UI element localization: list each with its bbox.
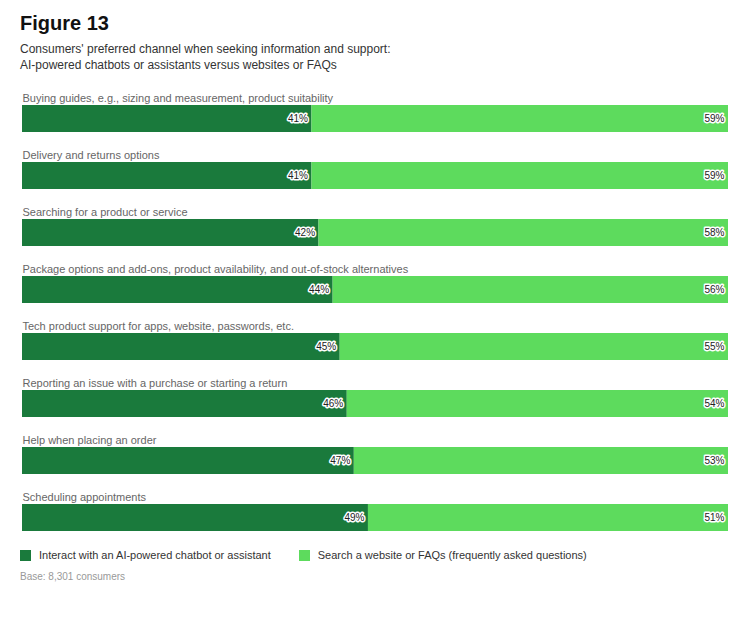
svg-text:Delivery and returns options: Delivery and returns options bbox=[23, 149, 160, 161]
svg-text:47%: 47% bbox=[330, 456, 350, 467]
svg-text:55%: 55% bbox=[704, 342, 724, 353]
html-text:Base: 8,301 consumers: Base: 8,301 consumers bbox=[20, 571, 126, 583]
svg-text:53%: 53% bbox=[704, 456, 724, 467]
svg-text:49%: 49% bbox=[344, 513, 364, 524]
svg-text:Scheduling appointments: Scheduling appointments bbox=[23, 491, 147, 503]
svg-text:42%: 42% bbox=[295, 228, 315, 239]
html-text:AI-powered chatbots or assista: AI-powered chatbots or assistants versus… bbox=[20, 58, 337, 73]
html-text:Consumers' preferred channel w: Consumers' preferred channel when seekin… bbox=[20, 42, 391, 56]
html-text:Interact with an AI-powered ch: Interact with an AI-powered chatbot or a… bbox=[39, 549, 271, 562]
svg-text:Searching for a product or ser: Searching for a product or service bbox=[23, 206, 188, 218]
svg-text:Buying guides, e.g., sizing an: Buying guides, e.g., sizing and measurem… bbox=[23, 92, 334, 104]
svg-text:56%: 56% bbox=[704, 285, 724, 296]
svg-text:46%: 46% bbox=[323, 399, 343, 410]
html-text:Figure 13: Figure 13 bbox=[20, 12, 109, 34]
svg-text:Reporting an issue with a purc: Reporting an issue with a purchase or st… bbox=[23, 377, 288, 389]
svg-text:Package options and add-ons, p: Package options and add-ons, product ava… bbox=[23, 263, 409, 275]
svg-text:Help when placing an order: Help when placing an order bbox=[23, 434, 157, 446]
svg-text:59%: 59% bbox=[704, 114, 724, 125]
svg-text:51%: 51% bbox=[704, 513, 724, 524]
html-text:Search a website or FAQs (freq: Search a website or FAQs (frequently ask… bbox=[317, 549, 587, 562]
svg-text:Tech product support for apps,: Tech product support for apps, website, … bbox=[23, 320, 294, 332]
svg-text:41%: 41% bbox=[288, 114, 308, 125]
svg-text:41%: 41% bbox=[288, 171, 308, 182]
svg-text:59%: 59% bbox=[704, 171, 724, 182]
svg-text:45%: 45% bbox=[316, 342, 336, 353]
svg-text:58%: 58% bbox=[704, 228, 724, 239]
svg-text:44%: 44% bbox=[309, 285, 329, 296]
svg-text:54%: 54% bbox=[704, 399, 724, 410]
